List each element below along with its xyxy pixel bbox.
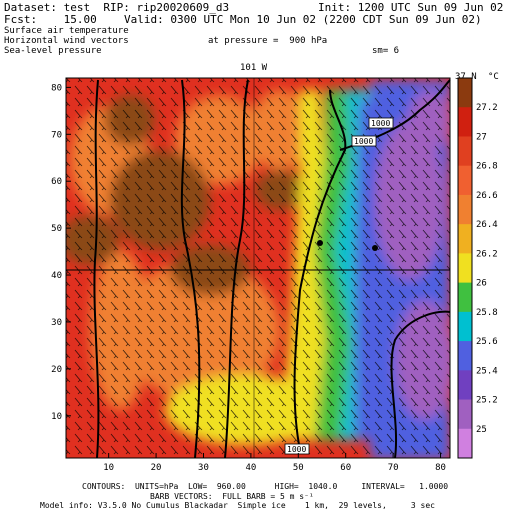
colorbar-label: 25.6 (476, 337, 498, 347)
footer-model-info: Model info: V3.5.0 No Cumulus Blackadar … (40, 501, 435, 510)
colorbar-swatch (458, 224, 472, 254)
colorbar-swatch (458, 311, 472, 342)
dataset-line: Dataset: test RIP: rip20020609_d3 (4, 1, 230, 14)
x-tick-label: 70 (388, 463, 399, 473)
contour-label: 1000 (371, 119, 390, 128)
y-tick-label: 40 (51, 271, 62, 281)
colorbar-swatch (458, 282, 472, 313)
colorbar-swatch (458, 194, 472, 225)
contour-label: 1000 (287, 445, 306, 454)
footer-barbs: BARB VECTORS: FULL BARB = 5 m s⁻¹ (150, 492, 314, 501)
colorbar-unit: °C (488, 72, 499, 82)
top-marker-lat: 37 N (455, 72, 477, 82)
x-tick-label: 20 (151, 463, 162, 473)
station-marker (372, 245, 378, 251)
init-line: Init: 1200 UTC Sun 09 Jun 02 (318, 1, 504, 14)
x-tick-label: 10 (103, 463, 114, 473)
colorbar-label: 26.2 (476, 249, 498, 259)
colorbar-label: 25.8 (476, 308, 498, 318)
y-tick-label: 60 (51, 177, 62, 187)
pressure-contours (93, 79, 451, 459)
fcst-line: Fcst: 15.00 (4, 13, 97, 26)
field-wind-vectors: Horizontal wind vectors (4, 36, 129, 46)
field-slp: Sea-level pressure (4, 46, 102, 56)
colorbar-swatch (458, 341, 472, 371)
x-tick-label: 50 (293, 463, 304, 473)
colorbar: 27.2 27 26.8 26.6 26.4 26.2 26 25.8 25.6 25.4 25.2… (457, 77, 498, 459)
colorbar-swatch (458, 253, 472, 284)
field-surface-temp: Surface air temperature (4, 26, 129, 36)
colorbar-label: 25 (476, 425, 487, 435)
colorbar-label: 27.2 (476, 103, 498, 113)
x-tick-label: 60 (340, 463, 351, 473)
x-tick-label: 80 (435, 463, 446, 473)
station-marker (317, 240, 323, 246)
x-tick-label: 30 (198, 463, 209, 473)
colorbar-label: 26.8 (476, 162, 498, 172)
y-tick-label: 30 (51, 318, 62, 328)
y-tick-label: 70 (51, 130, 62, 140)
colorbar-swatch (458, 370, 472, 401)
footer-contours: CONTOURS: UNITS=hPa LOW= 960.00 HIGH= 10… (82, 482, 449, 491)
contour-label: 1000 (354, 137, 373, 146)
axes: 10 20 30 40 50 60 70 80 10 20 30 40 50 60 70 80 (51, 83, 446, 473)
pressure-text: at pressure = 900 hPa (208, 36, 328, 46)
colorbar-label: 26 (476, 279, 487, 289)
plot-frame (65, 77, 451, 459)
x-tick-label: 40 (245, 463, 256, 473)
colorbar-swatch (458, 165, 472, 196)
valid-line: Valid: 0300 UTC Mon 10 Jun 02 (2200 CDT … (124, 13, 482, 26)
temperature-field (66, 78, 450, 458)
colorbar-label: 25.4 (476, 366, 498, 376)
colorbar-swatch (458, 428, 472, 459)
y-tick-label: 10 (51, 412, 62, 422)
colorbar-swatch (458, 136, 472, 167)
top-marker-lon: 101 W (240, 63, 268, 73)
colorbar-swatch (458, 78, 472, 108)
colorbar-swatch (458, 399, 472, 430)
smoothing-text: sm= 6 (372, 46, 400, 56)
colorbar-label: 25.2 (476, 396, 498, 406)
y-tick-label: 50 (51, 224, 62, 234)
colorbar-label: 26.4 (476, 220, 498, 230)
colorbar-label: 26.6 (476, 191, 498, 201)
y-tick-label: 80 (51, 83, 62, 93)
colorbar-label: 27 (476, 132, 487, 142)
colorbar-swatch (458, 107, 472, 137)
y-tick-label: 20 (51, 365, 62, 375)
